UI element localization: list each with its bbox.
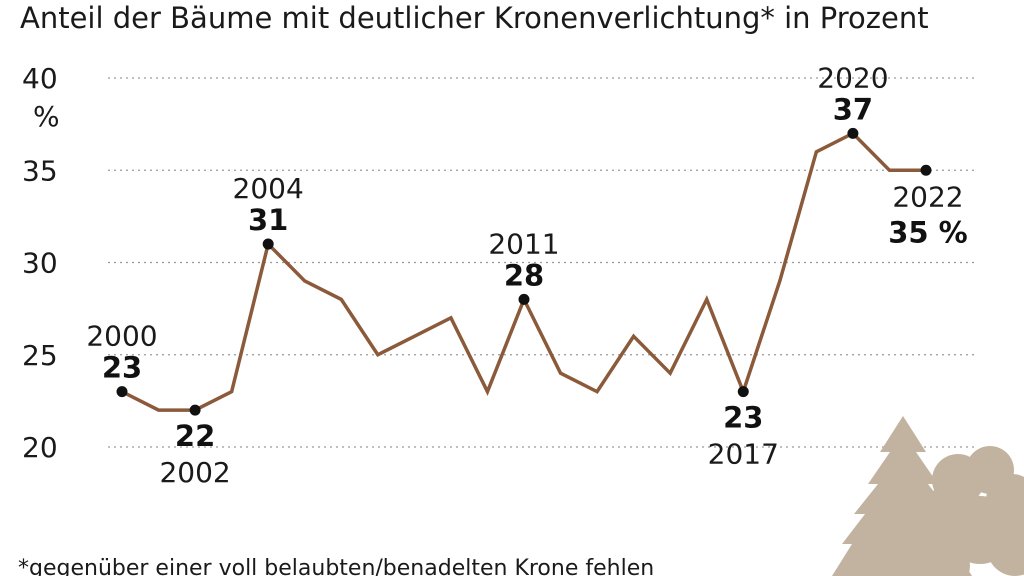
point-year-label: 2002 — [159, 456, 230, 489]
y-tick-label: 25 — [22, 339, 58, 372]
point-year-label: 2011 — [488, 227, 559, 260]
point-value-label: 28 — [504, 258, 544, 292]
point-year-label: 2004 — [233, 172, 304, 205]
point-labels: 2000232002222004312011282017232020372022… — [86, 61, 967, 489]
footnote: *gegenüber einer voll belaubten/benadelt… — [18, 556, 654, 576]
tree-illustration — [832, 416, 1024, 576]
point-marker — [116, 386, 128, 398]
point-marker — [920, 164, 932, 176]
grid-lines — [108, 77, 976, 448]
y-axis-ticks: 40 35 30 25 20 — [22, 62, 58, 464]
point-value-label: 37 — [833, 92, 873, 126]
point-year-label: 2000 — [86, 320, 157, 353]
point-year-label: 2022 — [892, 180, 963, 213]
y-tick-label: 35 — [22, 154, 58, 187]
point-value-label: 23 — [102, 351, 142, 385]
point-value-label: 22 — [175, 419, 215, 453]
y-tick-label: 20 — [22, 431, 58, 464]
point-year-label: 2020 — [817, 61, 888, 94]
point-year-label: 2017 — [708, 438, 779, 471]
y-tick-label: 40 — [22, 62, 58, 95]
point-value-label: 23 — [723, 401, 763, 435]
point-value-label: 35 % — [888, 215, 968, 249]
point-marker — [189, 404, 201, 416]
y-tick-label: 30 — [22, 247, 58, 280]
y-axis-unit: % — [33, 100, 60, 133]
chart-title: Anteil der Bäume mit deutlicher Kronenve… — [20, 1, 929, 35]
point-marker — [262, 238, 274, 250]
point-marker — [518, 293, 530, 305]
point-marker — [847, 127, 859, 139]
point-markers — [116, 127, 932, 416]
point-value-label: 31 — [248, 203, 288, 237]
deciduous-tree — [910, 446, 1024, 576]
point-marker — [737, 386, 749, 398]
